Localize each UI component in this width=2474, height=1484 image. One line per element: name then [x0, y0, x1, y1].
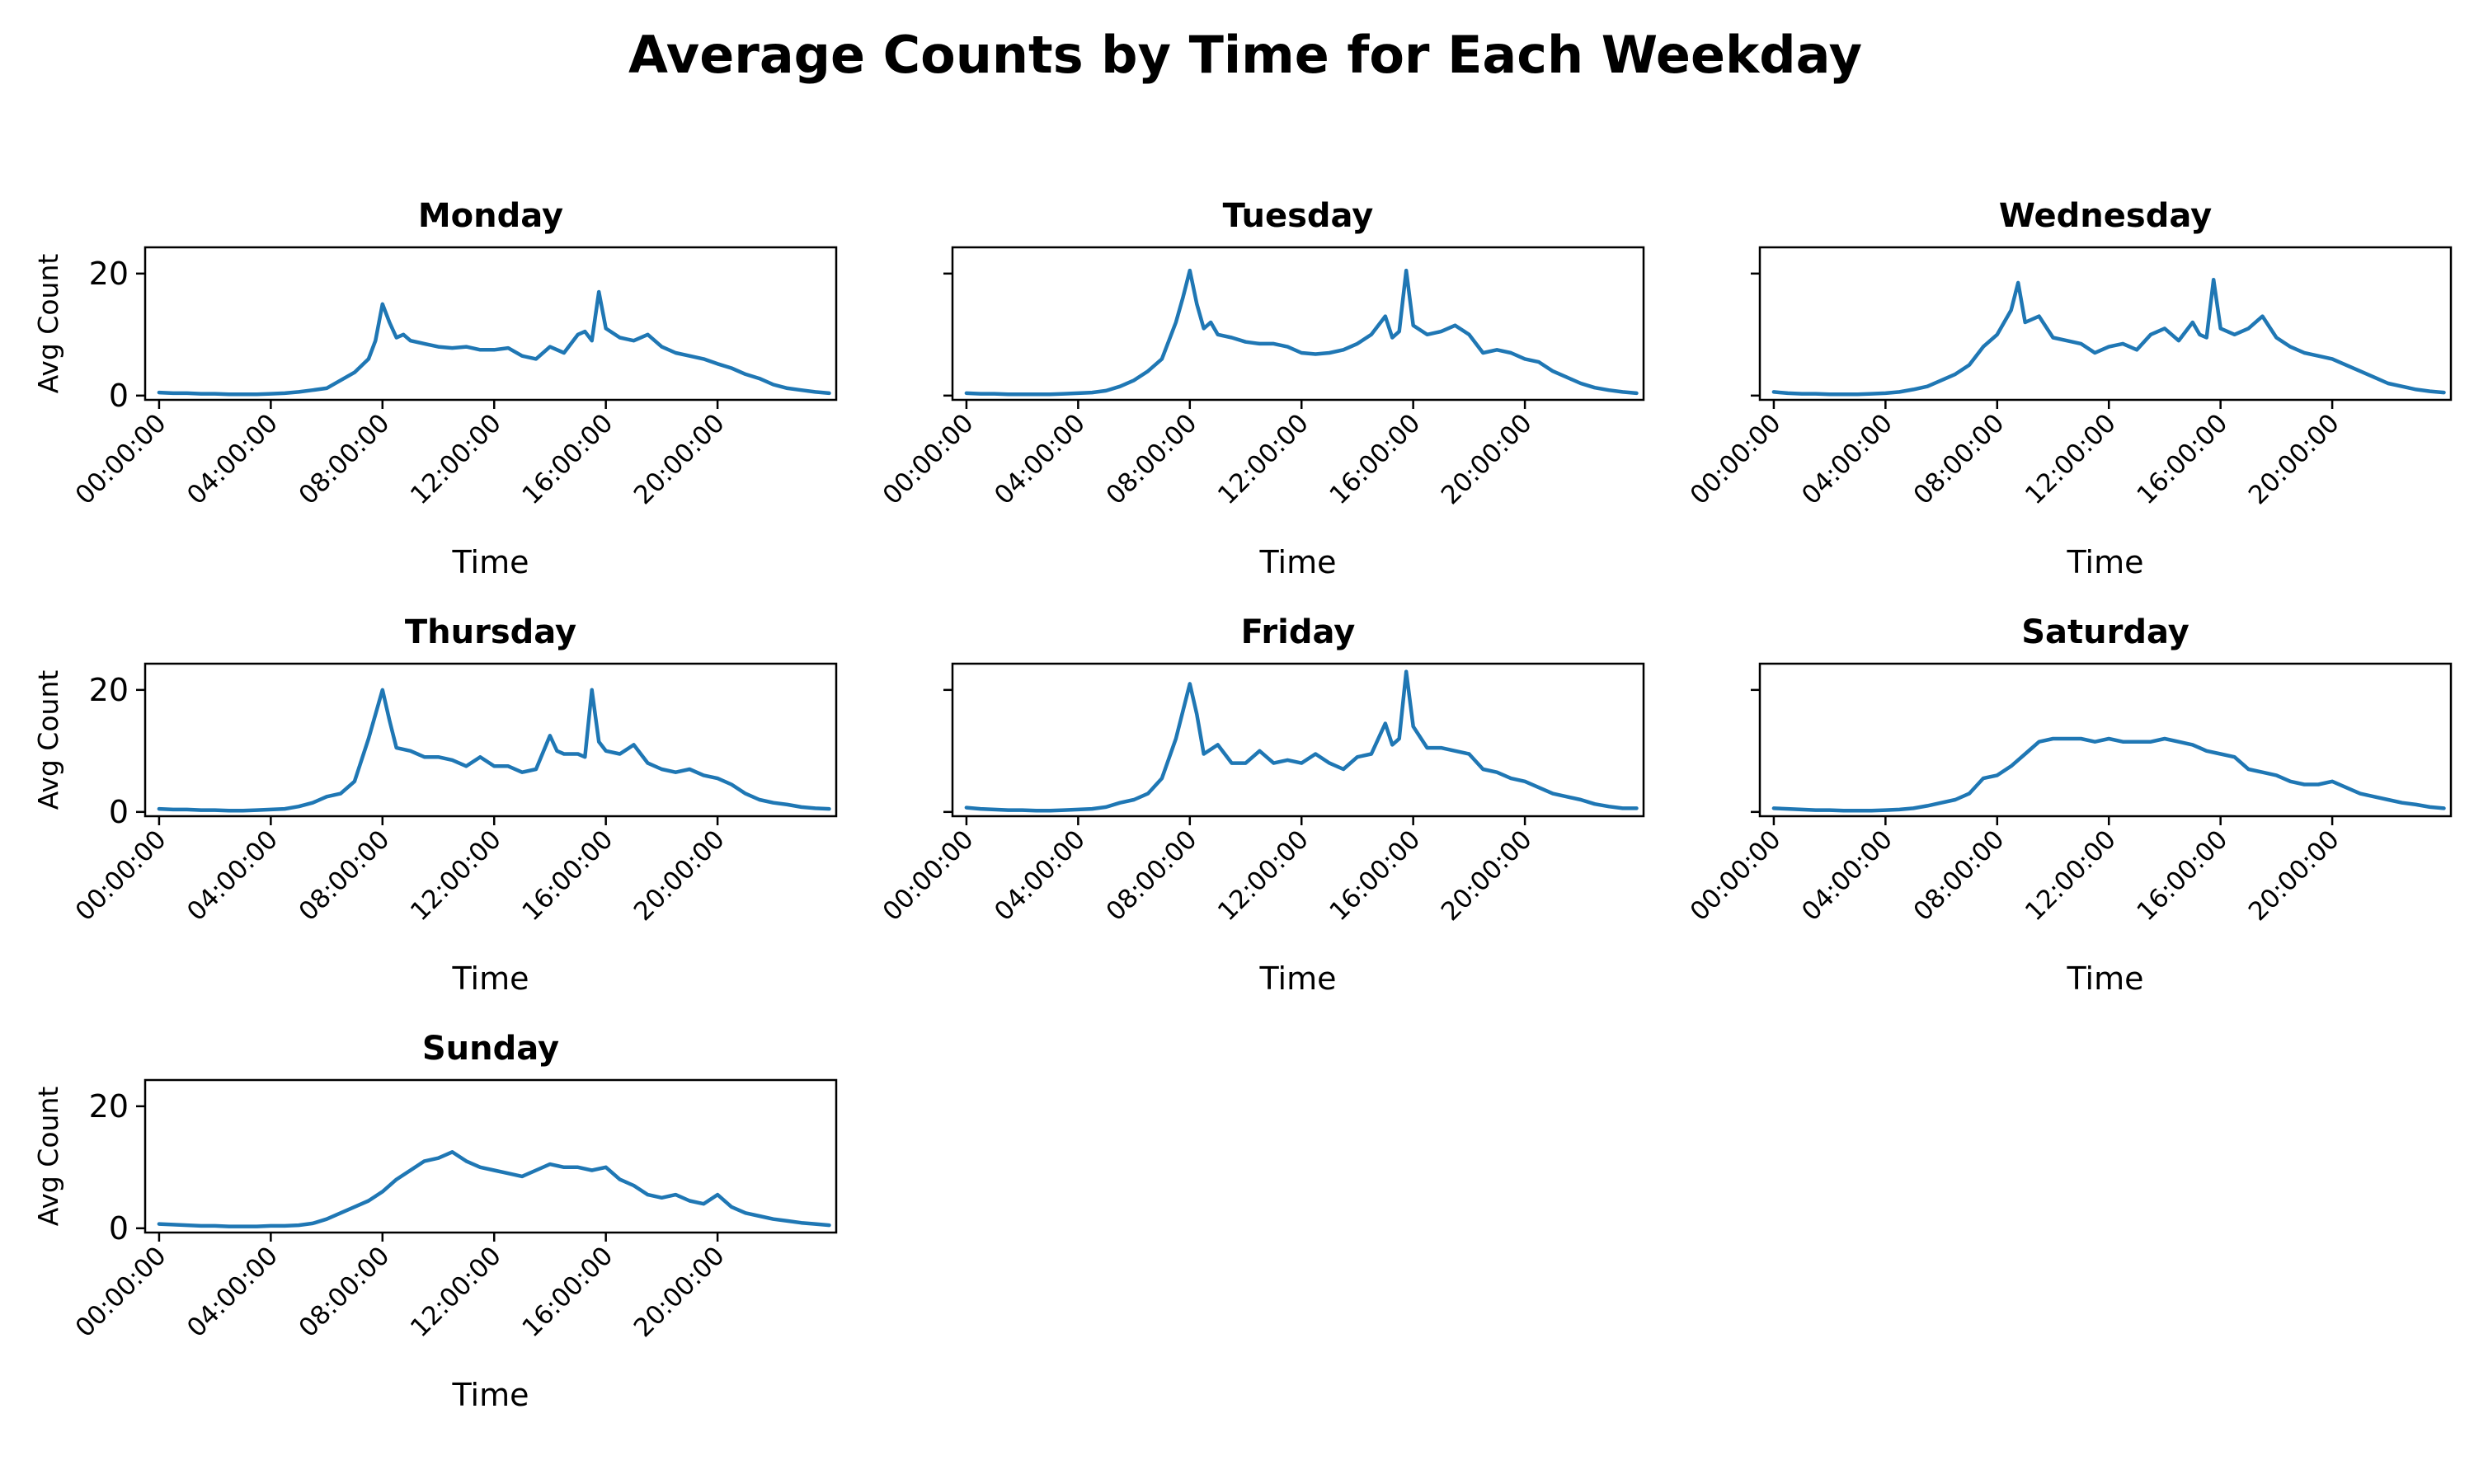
axes-frame — [951, 662, 1645, 818]
x-tick-label: 08:00:00 — [1101, 408, 1203, 510]
y-tick-label: 20 — [89, 256, 129, 292]
x-tick-label: 12:00:00 — [1212, 408, 1315, 510]
series-line — [157, 289, 831, 397]
x-axis-label: Time — [452, 1377, 529, 1413]
x-axis-label: Time — [2067, 960, 2144, 997]
x-tick-label: 12:00:00 — [405, 1241, 507, 1343]
x-tick-label: 16:00:00 — [516, 408, 618, 510]
y-tick-label: 20 — [89, 1088, 129, 1125]
x-tick-label: 08:00:00 — [294, 408, 396, 510]
subplot-title: Tuesday — [1223, 197, 1374, 235]
x-tick-label: 00:00:00 — [70, 1241, 172, 1343]
x-axis-label: Time — [1259, 544, 1337, 580]
x-tick-label: 04:00:00 — [181, 1241, 284, 1343]
axes-frame — [951, 246, 1645, 402]
axes-frame — [1758, 246, 2453, 402]
y-tick-label: 0 — [109, 1210, 129, 1247]
x-tick-label: 16:00:00 — [2131, 824, 2233, 927]
y-tick-label: 0 — [109, 794, 129, 830]
series-line — [1771, 736, 2446, 813]
x-tick-label: 08:00:00 — [1101, 824, 1203, 927]
subplot-tuesday: Tuesday 00:00:00 04:00:00 08:00:00 12:00:00 1… — [877, 197, 1645, 580]
x-tick-label: 20:00:00 — [628, 1241, 731, 1343]
x-axis-label: Time — [2067, 544, 2144, 580]
x-tick-label: 04:00:00 — [989, 824, 1091, 927]
series-line — [1771, 277, 2446, 397]
x-tick-label: 00:00:00 — [70, 408, 172, 510]
x-tick-label: 00:00:00 — [877, 408, 980, 510]
subplot-title: Saturday — [2021, 613, 2189, 651]
y-axis-label: Avg Count — [32, 254, 64, 394]
subplot-friday: Friday 00:00:00 04:00:00 08:00:00 12:00:00 16… — [877, 613, 1645, 997]
x-tick-label: 20:00:00 — [2243, 824, 2345, 927]
y-axis-label: Avg Count — [32, 670, 64, 810]
subplot-wednesday: Wednesday 00:00:00 04:00:00 08:00:00 12:00:0… — [1685, 197, 2453, 580]
x-tick-label: 16:00:00 — [2131, 408, 2233, 510]
y-axis-label: Avg Count — [32, 1087, 64, 1227]
x-tick-label: 04:00:00 — [181, 824, 284, 927]
axes-frame — [143, 1078, 838, 1234]
x-axis-label: Time — [452, 544, 529, 580]
subplot-title: Wednesday — [1999, 197, 2212, 235]
series-line — [157, 688, 831, 813]
subplot-monday: Monday 0 20 00:00:00 04:00:00 08:00:00 12:00:0… — [32, 197, 838, 580]
x-tick-label: 12:00:00 — [405, 408, 507, 510]
x-tick-label: 00:00:00 — [1685, 824, 1787, 927]
x-tick-label: 04:00:00 — [1796, 408, 1898, 510]
x-axis-label: Time — [452, 960, 529, 997]
figure-title: Average Counts by Time for Each Weekday — [628, 25, 1862, 85]
subplot-thursday: Thursday 0 20 00:00:00 04:00:00 08:00:00 12:00… — [32, 613, 838, 997]
x-tick-label: 08:00:00 — [294, 1241, 396, 1343]
series-line — [964, 268, 1639, 397]
x-tick-label: 00:00:00 — [70, 824, 172, 927]
x-tick-label: 08:00:00 — [294, 824, 396, 927]
series-line — [964, 669, 1639, 813]
x-tick-label: 16:00:00 — [516, 824, 618, 927]
axes-frame — [143, 246, 838, 402]
series-line — [157, 1150, 831, 1228]
x-tick-label: 08:00:00 — [1908, 408, 2011, 510]
subplot-saturday: Saturday 00:00:00 04:00:00 08:00:00 12:00:00… — [1685, 613, 2453, 997]
subplot-title: Thursday — [405, 613, 576, 651]
x-tick-label: 04:00:00 — [181, 408, 284, 510]
x-tick-label: 20:00:00 — [1436, 408, 1538, 510]
x-tick-label: 00:00:00 — [1685, 408, 1787, 510]
x-tick-label: 20:00:00 — [1436, 824, 1538, 927]
subplot-title: Sunday — [422, 1030, 559, 1068]
axes-frame — [1758, 662, 2453, 818]
x-tick-label: 12:00:00 — [1212, 824, 1315, 927]
y-tick-label: 0 — [109, 378, 129, 414]
x-axis-label: Time — [1259, 960, 1337, 997]
subplot-sunday: Sunday 0 20 00:00:00 04:00:00 08:00:00 12:00:0… — [32, 1030, 838, 1413]
x-tick-label: 16:00:00 — [1324, 408, 1426, 510]
x-tick-label: 16:00:00 — [516, 1241, 618, 1343]
x-tick-label: 04:00:00 — [989, 408, 1091, 510]
x-tick-label: 20:00:00 — [2243, 408, 2345, 510]
y-tick-label: 20 — [89, 672, 129, 708]
x-tick-label: 12:00:00 — [2020, 408, 2122, 510]
x-tick-label: 12:00:00 — [2020, 824, 2122, 927]
x-tick-label: 20:00:00 — [628, 408, 731, 510]
x-tick-label: 20:00:00 — [628, 824, 731, 927]
x-tick-label: 08:00:00 — [1908, 824, 2011, 927]
x-tick-label: 04:00:00 — [1796, 824, 1898, 927]
axes-frame — [143, 662, 838, 818]
x-tick-label: 12:00:00 — [405, 824, 507, 927]
subplot-title: Monday — [418, 197, 563, 235]
x-tick-label: 16:00:00 — [1324, 824, 1426, 927]
subplot-title: Friday — [1241, 613, 1356, 651]
x-tick-label: 00:00:00 — [877, 824, 980, 927]
